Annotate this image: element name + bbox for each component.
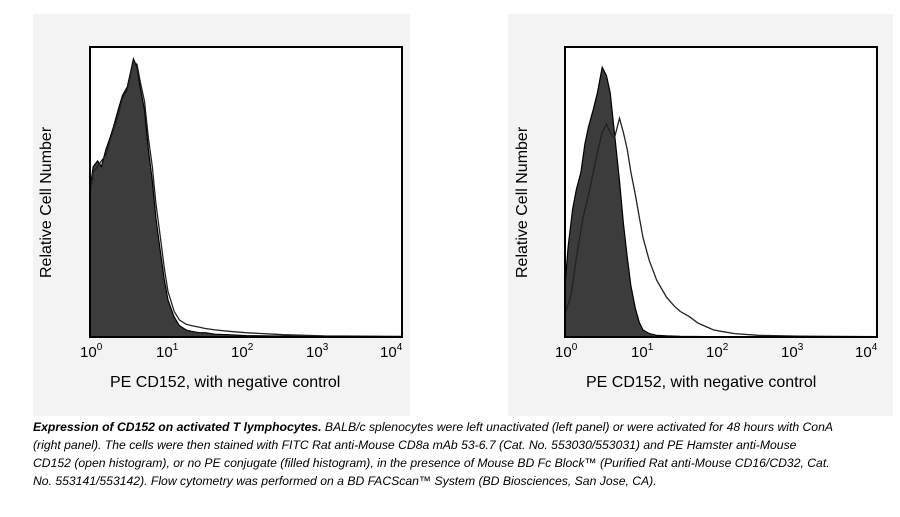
left-tick-label: 101 xyxy=(156,342,179,361)
right-filled-histogram xyxy=(564,65,878,338)
right-tick-label: 103 xyxy=(781,342,804,361)
figure-caption: Expression of CD152 on activated T lymph… xyxy=(33,418,833,490)
left-plot-frame xyxy=(89,46,403,338)
caption-title: Expression of CD152 on activated T lymph… xyxy=(33,420,322,434)
left-tick-label: 104 xyxy=(380,342,403,361)
right-tick-label: 104 xyxy=(855,342,878,361)
right-x-axis-label: PE CD152, with negative control xyxy=(586,374,817,391)
left-y-axis-label: Relative Cell Number xyxy=(38,126,55,278)
left-open-histogram xyxy=(89,60,403,338)
right-y-axis-label: Relative Cell Number xyxy=(514,126,531,278)
left-filled-histogram xyxy=(89,56,403,338)
caption-text: BALB/c splenocytes were left unactivated… xyxy=(33,420,833,488)
right-plot-frame xyxy=(564,46,878,338)
left-tick-label: 103 xyxy=(306,342,329,361)
right-open-histogram xyxy=(564,115,878,338)
left-tick-label: 100 xyxy=(80,342,103,361)
right-tick-label: 100 xyxy=(555,342,578,361)
right-tick-label: 101 xyxy=(631,342,654,361)
right-tick-label: 102 xyxy=(706,342,729,361)
left-tick-label: 102 xyxy=(231,342,254,361)
left-x-axis-label: PE CD152, with negative control xyxy=(110,374,341,391)
